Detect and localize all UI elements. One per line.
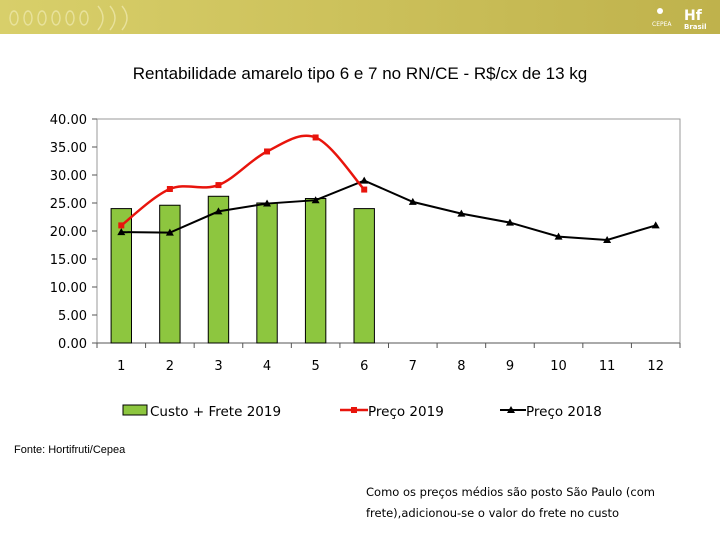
marker-preco-2018 [603,235,612,243]
x-tick-label: 1 [117,359,125,374]
bar-custo-frete-2019 [207,195,230,344]
legend-marker-preco-2019 [351,407,357,413]
legend-marker-preco-2018 [507,406,515,413]
marker-preco-2019 [264,148,271,155]
legend-label-preco-2018: Preço 2018 [526,404,602,420]
line-preco-2019 [120,134,366,227]
bar-custo-frete-2019 [304,198,327,344]
x-tick-label: 6 [360,359,368,374]
logo-brand-sub-text: Brasil [684,23,706,31]
marker-preco-2018 [360,176,369,184]
legend-label-preco-2019: Preço 2019 [368,404,444,420]
marker-preco-2018 [311,196,320,204]
y-tick-label: 15.00 [50,253,87,268]
line-preco-2018 [121,179,656,241]
y-tick-label: 30.00 [50,169,87,184]
source-text: Fonte: Hortifruti/Cepea [14,444,126,456]
bar-custo-frete-2019 [256,202,278,344]
marker-preco-2018 [117,228,126,236]
y-tick-label: 20.00 [50,225,87,240]
plot-area [96,118,681,344]
chart-title: Rentabilidade amarelo tipo 6 e 7 no RN/C… [132,64,588,83]
marker-preco-2018 [263,199,272,207]
x-tick-label: 7 [409,359,417,374]
legend-label-custo-frete-2019: Custo + Frete 2019 [150,404,281,420]
y-tick-label: 5.00 [58,309,87,324]
x-tick-label: 8 [457,359,465,374]
x-tick-label: 2 [166,359,174,374]
y-tick-label: 10.00 [50,281,87,296]
y-tick-label: 40.00 [50,113,87,128]
x-tick-label: 9 [506,359,514,374]
marker-preco-2018 [165,228,174,236]
marker-preco-2019 [166,186,173,192]
legend-swatch-custo-frete-2019 [122,404,148,416]
hf-brasil-logo: CEPEA Hf Brasil [652,8,706,31]
y-tick-label: 0.00 [58,337,87,352]
header-banner: CEPEA Hf Brasil [0,0,720,34]
bar-custo-frete-2019 [159,204,181,344]
y-tick-label: 35.00 [50,141,87,156]
y-tick-label: 25.00 [50,197,87,212]
marker-preco-2019 [361,186,368,193]
decorative-seed-pattern [9,5,128,31]
marker-preco-2018 [457,209,466,217]
marker-preco-2018 [651,221,660,229]
x-tick-label: 3 [214,359,222,374]
x-tick-label: 5 [311,359,319,374]
marker-preco-2019 [312,134,319,141]
marker-preco-2018 [505,218,514,226]
marker-preco-2019 [215,182,222,189]
logo-org-text: CEPEA [652,21,672,28]
x-tick-label: 4 [263,359,271,374]
marker-preco-2018 [408,197,417,205]
bar-custo-frete-2019 [353,208,375,344]
x-tick-label: 12 [647,359,664,374]
bar-custo-frete-2019 [110,208,132,344]
marker-preco-2019 [118,222,125,229]
marker-preco-2018 [214,207,223,215]
x-tick-label: 10 [550,359,567,374]
note-text: Como os preços médios são posto São Paul… [366,485,655,520]
x-tick-label: 11 [599,359,616,374]
logo-brand-text: Hf [684,8,703,24]
marker-preco-2018 [554,232,563,240]
